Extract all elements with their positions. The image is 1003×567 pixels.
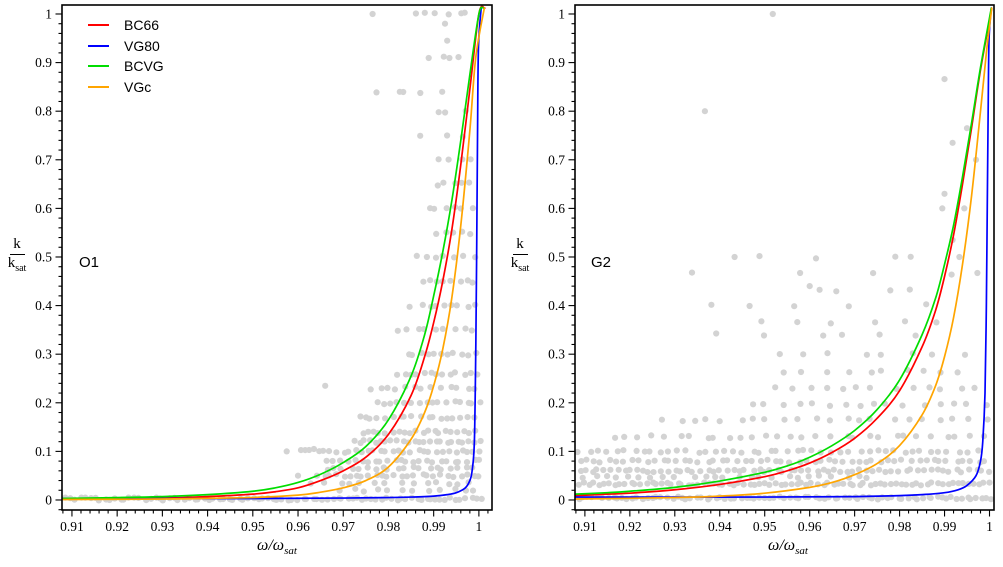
y-axis-denominator: ksat <box>510 254 530 274</box>
svg-text:0.97: 0.97 <box>331 519 355 534</box>
svg-text:0.95: 0.95 <box>753 519 777 534</box>
svg-text:0.6: 0.6 <box>548 201 565 216</box>
svg-text:1: 1 <box>986 519 993 534</box>
legend: BC66 VG80 BCVG VGc <box>88 15 164 97</box>
svg-text:0.99: 0.99 <box>422 519 446 534</box>
svg-text:0.93: 0.93 <box>151 519 175 534</box>
svg-text:0.1: 0.1 <box>548 444 565 459</box>
legend-label-bcvg: BCVG <box>124 58 164 75</box>
svg-text:1: 1 <box>558 6 565 21</box>
svg-text:0.5: 0.5 <box>548 249 565 264</box>
svg-text:0.92: 0.92 <box>618 519 642 534</box>
svg-text:0.96: 0.96 <box>798 519 822 534</box>
panel-label-o1: O1 <box>79 254 100 271</box>
legend-swatch-bc66 <box>88 24 109 27</box>
svg-text:0.2: 0.2 <box>35 395 52 410</box>
svg-text:0.6: 0.6 <box>35 201 52 216</box>
svg-text:0.98: 0.98 <box>377 519 401 534</box>
svg-text:0: 0 <box>45 492 52 507</box>
svg-text:0.8: 0.8 <box>548 104 565 119</box>
legend-item-bcvg: BCVG <box>88 56 164 77</box>
svg-text:1: 1 <box>476 519 483 534</box>
svg-text:0.4: 0.4 <box>35 298 52 313</box>
y-axis-numerator: k <box>516 236 524 252</box>
legend-item-vgc: VGc <box>88 77 164 98</box>
svg-text:0.3: 0.3 <box>35 347 52 362</box>
svg-text:0.94: 0.94 <box>196 519 220 534</box>
svg-text:0: 0 <box>558 492 565 507</box>
legend-swatch-vgc <box>88 85 109 88</box>
y-axis-numerator: k <box>13 236 21 252</box>
svg-text:0.92: 0.92 <box>105 519 129 534</box>
svg-text:0.5: 0.5 <box>35 249 52 264</box>
panel-label-g2: G2 <box>591 254 612 271</box>
svg-text:0.96: 0.96 <box>286 519 310 534</box>
legend-label-bc66: BC66 <box>124 17 160 34</box>
legend-item-vg80: VG80 <box>88 36 164 57</box>
svg-text:0.94: 0.94 <box>708 519 732 534</box>
svg-text:0.3: 0.3 <box>548 347 565 362</box>
fraction-bar <box>9 253 25 255</box>
svg-text:1: 1 <box>45 6 52 21</box>
svg-text:0.95: 0.95 <box>241 519 265 534</box>
svg-text:0.98: 0.98 <box>888 519 912 534</box>
legend-label-vgc: VGc <box>124 78 152 95</box>
legend-item-bc66: BC66 <box>88 15 164 36</box>
legend-swatch-vg80 <box>88 44 109 47</box>
svg-text:0.1: 0.1 <box>35 444 52 459</box>
y-axis-label-g2: k ksat <box>503 236 537 274</box>
svg-text:0.91: 0.91 <box>573 519 597 534</box>
svg-text:0.9: 0.9 <box>35 55 52 70</box>
svg-text:0.7: 0.7 <box>35 152 52 167</box>
y-axis-label-o1: k ksat <box>0 236 34 274</box>
svg-text:0.7: 0.7 <box>548 152 565 167</box>
x-axis-label-g2: ω/ωsat <box>768 537 808 558</box>
x-axis-label-o1: ω/ωsat <box>257 537 297 558</box>
svg-text:0.8: 0.8 <box>35 104 52 119</box>
svg-text:0.9: 0.9 <box>548 55 565 70</box>
svg-text:0.4: 0.4 <box>548 298 565 313</box>
svg-text:0.93: 0.93 <box>663 519 687 534</box>
y-axis-denominator: ksat <box>7 254 27 274</box>
svg-text:0.2: 0.2 <box>548 395 565 410</box>
svg-text:0.99: 0.99 <box>933 519 957 534</box>
fraction-bar <box>512 253 528 255</box>
legend-swatch-bcvg <box>88 65 109 68</box>
svg-text:0.91: 0.91 <box>60 519 84 534</box>
svg-text:0.97: 0.97 <box>843 519 867 534</box>
legend-label-vg80: VG80 <box>124 37 160 54</box>
